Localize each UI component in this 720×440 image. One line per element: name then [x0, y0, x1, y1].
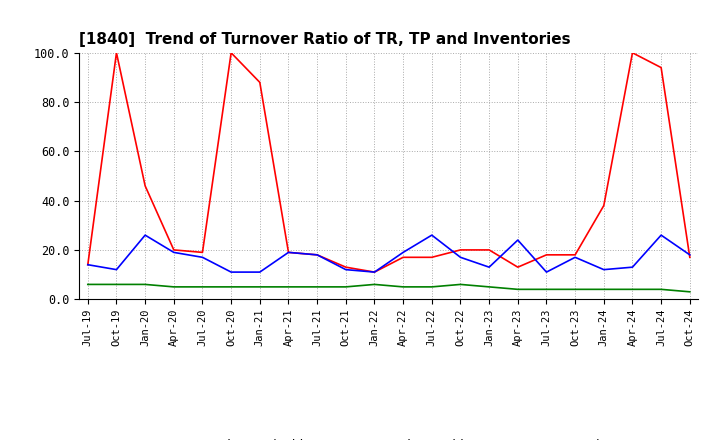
Trade Receivables: [341, 264, 350, 270]
Trade Receivables: [198, 250, 207, 255]
Trade Receivables: [657, 65, 665, 70]
Trade Payables: [513, 238, 522, 243]
Trade Receivables: [284, 250, 293, 255]
Trade Payables: [399, 250, 408, 255]
Trade Payables: [169, 250, 178, 255]
Trade Payables: [428, 232, 436, 238]
Inventories: [685, 289, 694, 294]
Trade Payables: [571, 255, 580, 260]
Trade Payables: [370, 269, 379, 275]
Line: Inventories: Inventories: [88, 284, 690, 292]
Trade Receivables: [169, 247, 178, 253]
Trade Payables: [84, 262, 92, 268]
Trade Payables: [485, 264, 493, 270]
Trade Payables: [227, 269, 235, 275]
Trade Payables: [456, 255, 465, 260]
Trade Receivables: [513, 264, 522, 270]
Trade Payables: [256, 269, 264, 275]
Inventories: [370, 282, 379, 287]
Inventories: [513, 287, 522, 292]
Inventories: [141, 282, 150, 287]
Trade Receivables: [227, 50, 235, 55]
Trade Receivables: [312, 252, 321, 257]
Inventories: [256, 284, 264, 290]
Legend: Trade Receivables, Trade Payables, Inventories: Trade Receivables, Trade Payables, Inven…: [158, 433, 619, 440]
Inventories: [571, 287, 580, 292]
Trade Payables: [600, 267, 608, 272]
Trade Receivables: [399, 255, 408, 260]
Trade Receivables: [456, 247, 465, 253]
Trade Receivables: [571, 252, 580, 257]
Inventories: [657, 287, 665, 292]
Trade Payables: [112, 267, 121, 272]
Inventories: [600, 287, 608, 292]
Trade Receivables: [370, 269, 379, 275]
Inventories: [341, 284, 350, 290]
Inventories: [428, 284, 436, 290]
Trade Receivables: [542, 252, 551, 257]
Trade Receivables: [685, 255, 694, 260]
Inventories: [198, 284, 207, 290]
Inventories: [312, 284, 321, 290]
Inventories: [227, 284, 235, 290]
Inventories: [485, 284, 493, 290]
Trade Receivables: [485, 247, 493, 253]
Trade Receivables: [84, 262, 92, 268]
Trade Receivables: [600, 203, 608, 208]
Inventories: [399, 284, 408, 290]
Trade Payables: [141, 232, 150, 238]
Trade Payables: [312, 252, 321, 257]
Trade Payables: [542, 269, 551, 275]
Trade Receivables: [112, 50, 121, 55]
Trade Receivables: [141, 183, 150, 188]
Inventories: [112, 282, 121, 287]
Text: [1840]  Trend of Turnover Ratio of TR, TP and Inventories: [1840] Trend of Turnover Ratio of TR, TP…: [79, 33, 571, 48]
Trade Payables: [198, 255, 207, 260]
Trade Payables: [657, 232, 665, 238]
Line: Trade Receivables: Trade Receivables: [88, 53, 690, 272]
Inventories: [542, 287, 551, 292]
Inventories: [284, 284, 293, 290]
Trade Payables: [284, 250, 293, 255]
Trade Receivables: [628, 50, 636, 55]
Trade Receivables: [428, 255, 436, 260]
Trade Receivables: [256, 80, 264, 85]
Inventories: [628, 287, 636, 292]
Trade Payables: [628, 264, 636, 270]
Trade Payables: [685, 252, 694, 257]
Inventories: [456, 282, 465, 287]
Inventories: [84, 282, 92, 287]
Inventories: [169, 284, 178, 290]
Line: Trade Payables: Trade Payables: [88, 235, 690, 272]
Trade Payables: [341, 267, 350, 272]
